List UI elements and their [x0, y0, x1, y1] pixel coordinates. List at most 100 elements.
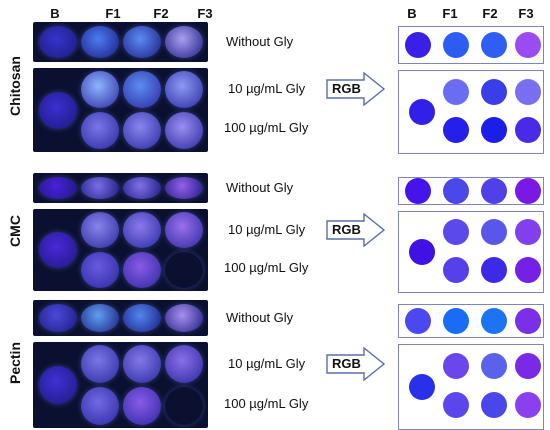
- rgb-dot-b: [409, 374, 435, 400]
- film-sample: [123, 112, 161, 149]
- condition-label: Without Gly: [226, 310, 294, 325]
- film-sample-b: [39, 91, 77, 129]
- film-sample: [39, 26, 77, 58]
- film-sample: [81, 387, 119, 425]
- rgb-dot: [481, 117, 507, 144]
- rgb-dot: [515, 256, 541, 283]
- rgb-dot: [481, 32, 507, 58]
- film-sample: [165, 26, 203, 58]
- rgb-dot: [481, 353, 507, 379]
- rgb-box-without-gly: [398, 26, 544, 64]
- film-sample: [81, 345, 119, 383]
- film-sample: [39, 177, 77, 199]
- rgb-dot: [515, 308, 541, 334]
- photo-column-header: F1: [105, 6, 121, 21]
- rgb-dot: [515, 392, 541, 419]
- film-sample: [81, 177, 119, 199]
- film-sample: [123, 345, 161, 383]
- rgb-dot: [443, 78, 469, 105]
- condition-label: 100 µg/mL Gly: [224, 395, 309, 411]
- condition-label: 10 µg/mL Gly: [228, 221, 306, 237]
- film-photo-with-gly: [33, 68, 208, 152]
- film-sample: [81, 252, 119, 288]
- rgb-column-header: F1: [442, 6, 458, 21]
- film-sample: [123, 71, 161, 108]
- rgb-dot: [443, 32, 469, 58]
- film-sample: [165, 71, 203, 108]
- condition-label: 10 µg/mL Gly: [228, 81, 306, 96]
- rgb-box-with-gly: [398, 344, 544, 430]
- film-sample: [123, 252, 161, 288]
- rgb-dot: [481, 308, 507, 334]
- film-sample: [165, 252, 203, 288]
- film-photo-without-gly: [33, 300, 208, 336]
- rgb-dot-b: [409, 99, 435, 125]
- rgb-dot: [481, 178, 507, 204]
- rgb-dot: [481, 219, 507, 245]
- rgb-column-header: F3: [518, 6, 534, 21]
- film-sample: [123, 304, 161, 332]
- film-sample: [165, 177, 203, 199]
- film-sample-b: [39, 232, 77, 268]
- photo-column-header: F3: [197, 6, 213, 21]
- rgb-dot: [443, 117, 469, 144]
- rgb-dot: [481, 392, 507, 419]
- group-label: Chitosan: [7, 56, 23, 116]
- rgb-dot: [515, 78, 541, 105]
- film-sample: [165, 345, 203, 383]
- photo-column-header: B: [50, 6, 60, 21]
- rgb-dot: [443, 219, 469, 245]
- film-sample: [123, 177, 161, 199]
- film-sample: [123, 387, 161, 425]
- film-sample: [165, 387, 203, 425]
- rgb-dot: [515, 32, 541, 58]
- film-sample-b: [39, 366, 77, 404]
- photo-column-header: F2: [153, 6, 169, 21]
- film-sample: [123, 26, 161, 58]
- rgb-dot: [405, 178, 431, 204]
- condition-label: Without Gly: [226, 34, 294, 49]
- film-sample: [39, 304, 77, 332]
- rgb-column-header: F2: [482, 6, 498, 21]
- film-sample: [81, 304, 119, 332]
- rgb-dot: [515, 117, 541, 144]
- film-sample: [165, 212, 203, 248]
- rgb-column-header: B: [407, 6, 417, 21]
- film-sample: [81, 71, 119, 108]
- arrow-label: RGB: [332, 221, 361, 237]
- film-sample: [165, 112, 203, 149]
- rgb-dot: [515, 353, 541, 379]
- group-label: Pectin: [7, 342, 23, 385]
- rgb-dot: [405, 32, 431, 58]
- rgb-box-with-gly: [398, 211, 544, 293]
- group-label: CMC: [7, 215, 23, 247]
- rgb-arrow: RGB: [326, 212, 386, 247]
- rgb-box-without-gly: [398, 177, 544, 205]
- rgb-dot: [405, 308, 431, 334]
- film-sample: [81, 26, 119, 58]
- film-sample: [81, 112, 119, 149]
- condition-label: 100 µg/mL Gly: [224, 120, 309, 136]
- condition-label: 100 µg/mL Gly: [224, 260, 309, 276]
- rgb-dot: [443, 308, 469, 334]
- rgb-box-with-gly: [398, 70, 544, 154]
- condition-label: Without Gly: [226, 180, 294, 195]
- rgb-dot: [515, 178, 541, 204]
- rgb-dot: [443, 353, 469, 379]
- film-sample: [165, 304, 203, 332]
- rgb-dot-b: [409, 239, 435, 265]
- rgb-dot: [443, 178, 469, 204]
- rgb-dot: [515, 219, 541, 245]
- film-sample: [81, 212, 119, 248]
- rgb-dot: [443, 256, 469, 283]
- arrow-label: RGB: [332, 355, 361, 371]
- rgb-dot: [443, 392, 469, 419]
- film-photo-without-gly: [33, 22, 208, 62]
- film-photo-with-gly: [33, 342, 208, 428]
- rgb-dot: [481, 78, 507, 105]
- rgb-box-without-gly: [398, 304, 544, 338]
- arrow-label: RGB: [332, 81, 361, 96]
- condition-label: 10 µg/mL Gly: [228, 355, 306, 371]
- rgb-dot: [481, 256, 507, 283]
- film-sample: [123, 212, 161, 248]
